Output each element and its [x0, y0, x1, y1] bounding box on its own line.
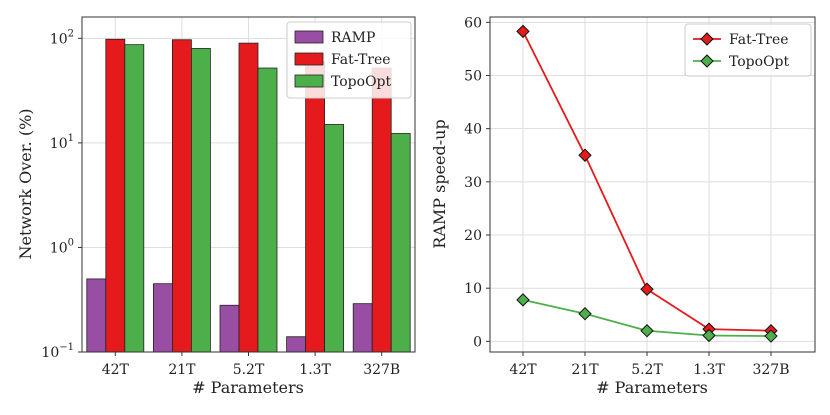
right-lines [516, 24, 778, 343]
left-y-tick-label: 102 [50, 28, 74, 47]
right-y-tick-label: 0 [473, 334, 482, 350]
right-x-axis-title: # Parameters [596, 378, 708, 397]
left-y-tick-base: 10 [41, 345, 59, 361]
legend-label: TopoOpt [729, 54, 790, 70]
left-y-tick-exponent: −1 [59, 342, 74, 353]
right-x-tick-label: 5.2T [631, 362, 663, 378]
left-y-tick-label: 100 [50, 237, 74, 256]
right-x-tick-label: 42T [509, 362, 537, 378]
bar-fat-tree [105, 38, 126, 353]
right-x-tick-label: 327B [752, 362, 789, 378]
legend-label: Fat-Tree [331, 52, 391, 68]
right-y-ticks: 0 10 20 30 40 50 60 [464, 15, 490, 350]
left-x-axis-title: # Parameters [192, 378, 304, 397]
right-y-tick-label: 30 [464, 175, 482, 191]
point-fat-tree [516, 24, 530, 39]
bar-fat-tree [238, 42, 259, 353]
left-y-tick-base: 10 [50, 136, 68, 152]
bar-ramp [352, 303, 373, 353]
bar-ramp [86, 278, 107, 353]
right-plot-frame [489, 16, 816, 353]
legend-label: TopoOpt [331, 74, 392, 90]
left-x-tick-label: 21T [168, 362, 196, 378]
bar-topoopt [124, 44, 145, 353]
bar-topoopt [257, 67, 278, 353]
right-line-chart: 0 10 20 30 40 50 60 42T 21T 5.2T 1.3T 327B # Param… [430, 15, 816, 397]
point-topoopt [702, 328, 716, 343]
legend-swatch-ramp [294, 30, 324, 44]
right-y-tick-label: 10 [464, 281, 482, 297]
left-x-tick-label: 42T [102, 362, 130, 378]
point-fat-tree [640, 282, 654, 296]
right-y-tick-label: 50 [464, 68, 482, 84]
bar-fat-tree [371, 67, 392, 353]
point-topoopt [516, 293, 530, 307]
right-x-tick-label: 1.3T [693, 362, 725, 378]
point-topoopt [764, 329, 778, 343]
left-bars [86, 38, 411, 353]
legend-swatch-topoopt [294, 74, 324, 88]
legend-marker-fat-tree [700, 32, 714, 46]
left-x-tick-label: 5.2T [233, 362, 265, 378]
left-x-tick-label: 327B [363, 362, 400, 378]
bar-ramp [219, 304, 240, 353]
legend-label: Fat-Tree [729, 32, 789, 48]
left-x-ticks: 42T 21T 5.2T 1.3T 327B [102, 352, 400, 378]
left-x-tick-label: 1.3T [299, 362, 331, 378]
legend-label: RAMP [331, 30, 375, 46]
legend-marker-topoopt [700, 54, 714, 68]
bar-ramp [152, 283, 173, 353]
point-fat-tree [578, 148, 592, 162]
left-legend: RAMP Fat-Tree TopoOpt [286, 21, 412, 99]
bar-ramp [286, 336, 307, 353]
left-y-tick-exponent: 2 [68, 28, 74, 39]
left-y-tick-base: 10 [50, 31, 68, 47]
right-y-tick-label: 60 [464, 15, 482, 31]
right-y-tick-label: 40 [464, 122, 482, 138]
point-topoopt [578, 307, 592, 321]
bar-topoopt [190, 48, 211, 353]
bar-fat-tree [171, 39, 192, 353]
right-legend-box [684, 23, 812, 77]
right-y-tick-label: 20 [464, 228, 482, 244]
right-x-tick-label: 21T [571, 362, 599, 378]
left-y-tick-label: 101 [50, 133, 74, 152]
left-y-tick-exponent: 0 [68, 237, 74, 248]
bar-fat-tree [305, 61, 326, 353]
bar-topoopt [390, 133, 411, 353]
right-x-ticks: 42T 21T 5.2T 1.3T 327B [509, 352, 790, 378]
point-topoopt [640, 324, 654, 338]
left-y-axis-title: Network Over. (%) [16, 108, 35, 259]
right-y-axis-title: RAMP speed-up [430, 119, 449, 248]
left-y-tick-base: 10 [50, 240, 68, 256]
left-y-tick-label: 10−1 [41, 342, 74, 361]
left-y-tick-exponent: 1 [68, 133, 74, 144]
right-legend: Fat-Tree TopoOpt [684, 23, 812, 77]
bar-topoopt [324, 124, 345, 353]
legend-swatch-fat-tree [294, 52, 324, 66]
